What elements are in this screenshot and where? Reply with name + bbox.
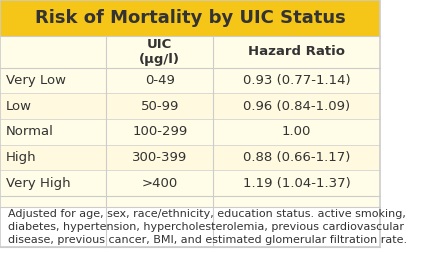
Text: 0.88 (0.66-1.17): 0.88 (0.66-1.17) <box>243 151 350 164</box>
Text: UIC
(μg/l): UIC (μg/l) <box>139 38 180 66</box>
FancyBboxPatch shape <box>0 119 381 145</box>
FancyBboxPatch shape <box>0 68 381 93</box>
Text: 0.96 (0.84-1.09): 0.96 (0.84-1.09) <box>243 100 350 113</box>
Text: 0-49: 0-49 <box>145 74 175 87</box>
FancyBboxPatch shape <box>0 196 381 207</box>
FancyBboxPatch shape <box>0 207 381 247</box>
Text: 1.19 (1.04-1.37): 1.19 (1.04-1.37) <box>243 177 350 190</box>
Text: Low: Low <box>6 100 32 113</box>
Text: >400: >400 <box>142 177 178 190</box>
Text: Very Low: Very Low <box>6 74 66 87</box>
Text: Hazard Ratio: Hazard Ratio <box>248 45 345 58</box>
Text: Normal: Normal <box>6 125 54 138</box>
Text: 100-299: 100-299 <box>132 125 187 138</box>
Text: High: High <box>6 151 36 164</box>
Text: 0.93 (0.77-1.14): 0.93 (0.77-1.14) <box>243 74 350 87</box>
Text: Very High: Very High <box>6 177 70 190</box>
Text: Risk of Mortality by UIC Status: Risk of Mortality by UIC Status <box>35 9 346 27</box>
FancyBboxPatch shape <box>0 170 381 196</box>
Text: 1.00: 1.00 <box>282 125 311 138</box>
Text: 300-399: 300-399 <box>132 151 187 164</box>
FancyBboxPatch shape <box>0 93 381 119</box>
Text: 50-99: 50-99 <box>140 100 179 113</box>
FancyBboxPatch shape <box>0 145 381 170</box>
Text: Adjusted for age, sex, race/ethnicity, education status. active smoking,
diabete: Adjusted for age, sex, race/ethnicity, e… <box>8 209 407 245</box>
FancyBboxPatch shape <box>0 0 381 36</box>
FancyBboxPatch shape <box>0 36 381 68</box>
